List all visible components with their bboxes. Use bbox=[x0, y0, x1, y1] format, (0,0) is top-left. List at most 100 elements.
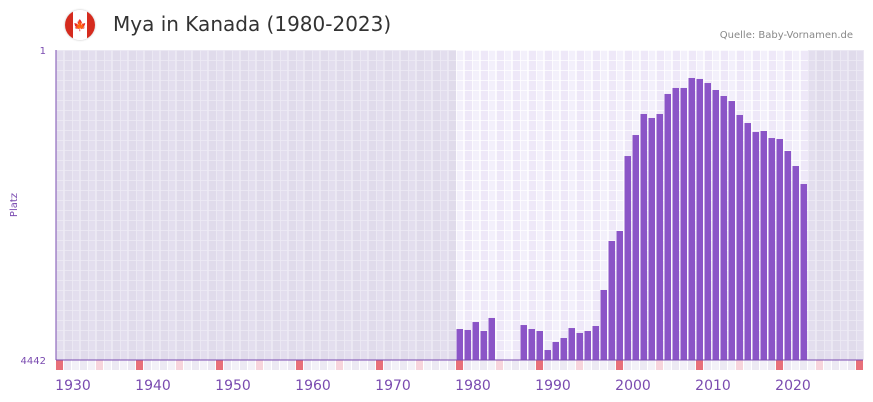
timeline-marker bbox=[432, 360, 439, 370]
bar-2004[interactable] bbox=[664, 93, 672, 360]
timeline-marker bbox=[656, 360, 663, 370]
bar-1997[interactable] bbox=[608, 240, 616, 360]
bar-1987[interactable] bbox=[528, 329, 536, 360]
bar-1981[interactable] bbox=[480, 330, 488, 360]
timeline-marker bbox=[184, 360, 191, 370]
bar-1995[interactable] bbox=[592, 326, 600, 360]
bar-1996[interactable] bbox=[600, 289, 608, 360]
timeline-marker bbox=[136, 360, 143, 370]
timeline-marker bbox=[384, 360, 391, 370]
timeline-marker bbox=[320, 360, 327, 370]
timeline-marker bbox=[592, 360, 599, 370]
bar-1992[interactable] bbox=[568, 328, 576, 360]
bar-2001[interactable] bbox=[640, 114, 648, 360]
timeline-marker bbox=[232, 360, 239, 370]
bar-2018[interactable] bbox=[776, 139, 784, 360]
timeline-marker bbox=[240, 360, 247, 370]
bar-2019[interactable] bbox=[784, 151, 792, 360]
bar-2010[interactable] bbox=[712, 89, 720, 361]
timeline-marker bbox=[488, 360, 495, 370]
timeline-marker bbox=[768, 360, 775, 370]
timeline-marker bbox=[528, 360, 535, 370]
timeline-marker bbox=[640, 360, 647, 370]
timeline-marker bbox=[664, 360, 671, 370]
timeline-marker bbox=[440, 360, 447, 370]
bar-2000[interactable] bbox=[632, 135, 640, 360]
bar-2014[interactable] bbox=[744, 123, 752, 361]
x-tick-label: 2000 bbox=[615, 378, 651, 394]
bar-1988[interactable] bbox=[536, 330, 544, 360]
bar-2002[interactable] bbox=[648, 117, 656, 360]
bar-1993[interactable] bbox=[576, 332, 584, 360]
timeline-marker bbox=[288, 360, 295, 370]
timeline-marker bbox=[272, 360, 279, 370]
bar-2005[interactable] bbox=[672, 87, 680, 361]
timeline-marker bbox=[720, 360, 727, 370]
timeline-marker bbox=[616, 360, 623, 370]
timeline-marker bbox=[680, 360, 687, 370]
timeline-marker bbox=[264, 360, 271, 370]
bar-1979[interactable] bbox=[464, 329, 472, 360]
bar-1982[interactable] bbox=[488, 317, 496, 360]
timeline-marker bbox=[632, 360, 639, 370]
bar-1990[interactable] bbox=[552, 341, 560, 360]
timeline-marker bbox=[296, 360, 303, 370]
x-tick-label: 1970 bbox=[375, 378, 411, 394]
bar-2021[interactable] bbox=[800, 184, 808, 360]
timeline-marker bbox=[328, 360, 335, 370]
timeline-marker bbox=[464, 360, 471, 370]
timeline-marker bbox=[536, 360, 543, 370]
timeline-marker bbox=[152, 360, 159, 370]
timeline-marker bbox=[176, 360, 183, 370]
timeline-marker bbox=[128, 360, 135, 370]
bar-2015[interactable] bbox=[752, 132, 760, 360]
bar-2007[interactable] bbox=[688, 77, 696, 360]
bar-2008[interactable] bbox=[696, 78, 704, 361]
timeline-marker bbox=[520, 360, 527, 370]
bar-1998[interactable] bbox=[616, 231, 624, 360]
bar-1994[interactable] bbox=[584, 330, 592, 360]
timeline-marker bbox=[496, 360, 503, 370]
timeline-marker bbox=[352, 360, 359, 370]
timeline-marker bbox=[600, 360, 607, 370]
timeline-marker bbox=[304, 360, 311, 370]
timeline-marker bbox=[80, 360, 87, 370]
bar-2006[interactable] bbox=[680, 87, 688, 361]
timeline-marker bbox=[776, 360, 783, 370]
timeline-marker bbox=[216, 360, 223, 370]
bar-1999[interactable] bbox=[624, 156, 632, 360]
bar-2016[interactable] bbox=[760, 130, 768, 360]
timeline-marker bbox=[192, 360, 199, 370]
timeline-marker bbox=[752, 360, 759, 370]
bar-2012[interactable] bbox=[728, 101, 736, 360]
x-tick-label: 1940 bbox=[135, 378, 171, 394]
timeline-marker bbox=[160, 360, 167, 370]
timeline-marker bbox=[416, 360, 423, 370]
bar-2011[interactable] bbox=[720, 96, 728, 360]
bar-1986[interactable] bbox=[520, 325, 528, 360]
timeline-marker bbox=[816, 360, 823, 370]
bar-2017[interactable] bbox=[768, 138, 776, 360]
x-tick-label: 1980 bbox=[455, 378, 491, 394]
timeline-marker bbox=[392, 360, 399, 370]
bar-1980[interactable] bbox=[472, 322, 480, 360]
timeline-marker bbox=[512, 360, 519, 370]
timeline-marker bbox=[112, 360, 119, 370]
y-axis-label: Platz bbox=[9, 193, 20, 217]
timeline-marker bbox=[408, 360, 415, 370]
timeline-marker bbox=[648, 360, 655, 370]
bar-2009[interactable] bbox=[704, 83, 712, 361]
x-tick-label: 2010 bbox=[695, 378, 731, 394]
bar-1989[interactable] bbox=[544, 350, 552, 360]
bar-2003[interactable] bbox=[656, 114, 664, 360]
timeline-marker bbox=[56, 360, 63, 370]
timeline-marker bbox=[360, 360, 367, 370]
bar-1991[interactable] bbox=[560, 338, 568, 360]
bar-2020[interactable] bbox=[792, 166, 800, 360]
source-link[interactable]: Quelle: Baby-Vornamen.de bbox=[719, 30, 853, 41]
plot-background-after bbox=[808, 50, 864, 360]
bar-2013[interactable] bbox=[736, 114, 744, 361]
x-tick-label: 1930 bbox=[55, 378, 91, 394]
bar-1978[interactable] bbox=[456, 329, 464, 360]
timeline-marker bbox=[248, 360, 255, 370]
